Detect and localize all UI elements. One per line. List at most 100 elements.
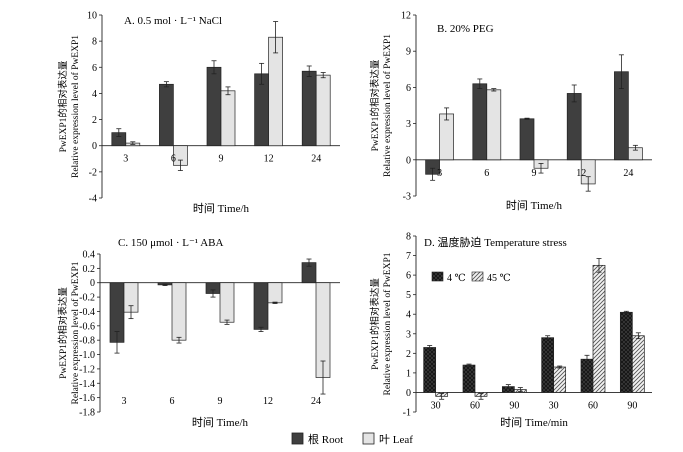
y-tick-label: 8 [92,37,97,48]
y-axis-title-cn: PwEXP1的相对表达量 [369,278,381,370]
x-tick-label: 6 [171,154,176,165]
y-axis-title-en: Relative expression level of PwEXP1 [382,34,393,177]
legend-45c-label: 45 ℃ [487,273,511,284]
y-tick-label: -3 [403,192,411,203]
root-bar [619,311,633,393]
root-bar [206,66,222,147]
y-tick-label: 0.4 [83,250,96,261]
y-tick-label: 5 [406,290,411,301]
leaf-bar [592,264,606,393]
leaf-bar [267,282,283,304]
y-tick-label: 8 [406,232,411,243]
x-tick-label: 9 [218,396,223,407]
y-tick-label: -1 [403,408,411,419]
y-tick-label: -0.4 [79,307,95,318]
y-tick-label: 6 [406,83,411,94]
y-tick-label: -1.2 [79,364,95,375]
leaf-bar [220,90,236,147]
x-tick-label: 3 [123,154,128,165]
y-tick-label: 9 [406,47,411,58]
leaf-bar [268,36,283,147]
x-tick-label: 24 [311,396,321,407]
leaf-bar [315,74,331,147]
y-tick-label: -1.4 [79,379,95,390]
root-bar [462,364,476,393]
panel-title: C. 150 μmol · L⁻¹ ABA [118,237,224,249]
y-tick-label: -1.6 [79,393,95,404]
y-tick-label: 3 [406,119,411,130]
x-tick-label: 90 [509,400,519,411]
y-axis-title-cn: PwEXP1的相对表达量 [57,287,69,379]
y-tick-label: 0 [92,141,97,152]
leaf-bar [439,113,454,161]
y-axis-title-cn: PwEXP1的相对表达量 [369,59,381,151]
y-tick-label: 1 [406,368,411,379]
x-tick-label: 3 [437,168,442,179]
panel-b-peg: -3 0 3 6 9 12 3 6 9 12 24 B. 20% PEG 时间 Time/h PwEXP1… [369,11,652,212]
y-axis-title-en: Relative expression level of PwEXP1 [382,252,393,395]
x-tick-label: 24 [623,168,633,179]
y-tick-label: -0.8 [79,336,95,347]
leaf-bar [631,335,645,393]
x-axis-title: 时间 Time/min [500,416,568,429]
x-tick-label: 9 [532,168,537,179]
y-axis-title-en: Relative expression level of PwEXP1 [70,35,81,178]
panel-title: B. 20% PEG [437,23,494,35]
x-tick-label: 60 [588,400,598,411]
y-tick-label: -4 [89,194,97,205]
legend-root-label: 根 Root [308,432,343,446]
x-tick-label: 30 [549,400,559,411]
y-tick-label: 0 [406,388,411,399]
panel-c-aba: -1.8 -1.6 -1.4 -1.2 -1.0 -0.8 -0.6 -0.4 -0.2 0 0.2… [57,237,340,429]
panel-d-temperature: -1 0 1 2 3 4 5 6 7 8 30 60 90 30 60 90 D. 温度胁迫 Temperatu… [369,232,652,429]
y-tick-label: 10 [87,11,97,22]
y-tick-label: -0.2 [79,293,95,304]
x-tick-label: 30 [431,400,441,411]
x-tick-label: 9 [219,154,224,165]
y-axis-title-cn: PwEXP1的相对表达量 [57,60,69,152]
x-tick-label: 60 [470,400,480,411]
root-bar [566,93,582,161]
y-tick-label: 2 [406,349,411,360]
y-tick-label: 12 [401,11,411,22]
root-bar [159,83,174,147]
y-tick-label: 4 [406,310,411,321]
y-tick-label: -2 [89,167,97,178]
root-bar [541,337,555,393]
x-tick-label: 12 [264,154,274,165]
y-tick-label: 7 [406,251,411,262]
y-tick-label: 2 [92,115,97,126]
y-tick-label: 3 [406,329,411,340]
legend-root-swatch [291,432,304,445]
legend-leaf-swatch [362,432,375,445]
y-axis-title-en: Relative expression level of PwEXP1 [70,261,81,404]
y-tick-label: -1.0 [79,350,95,361]
x-tick-label: 6 [484,168,489,179]
legend-45c-swatch [471,271,484,282]
leaf-bar [219,282,235,323]
y-tick-label: 4 [92,89,97,100]
root-bar [580,358,594,393]
y-tick-label: 6 [92,63,97,74]
y-tick-label: 0 [406,155,411,166]
x-axis-title: 时间 Time/h [506,199,563,212]
x-tick-label: 24 [311,154,321,165]
root-bar [301,70,317,147]
y-tick-label: 0 [90,278,95,289]
leaf-bar [553,366,567,393]
root-bar [519,118,535,161]
x-tick-label: 12 [263,396,273,407]
leaf-bar [171,282,187,341]
x-tick-label: 6 [170,396,175,407]
legend-4c-label: 4 ℃ [447,273,466,284]
panel-title: A. 0.5 mol · L⁻¹ NaCl [124,15,222,27]
x-tick-label: 3 [122,396,127,407]
figure-legend: 根 Root 叶 Leaf [291,432,413,446]
panel-title: D. 温度胁迫 Temperature stress [424,235,567,249]
x-tick-label: 90 [627,400,637,411]
y-tick-label: -0.6 [79,321,95,332]
x-axis-title: 时间 Time/h [192,416,249,429]
y-tick-label: 6 [406,271,411,282]
